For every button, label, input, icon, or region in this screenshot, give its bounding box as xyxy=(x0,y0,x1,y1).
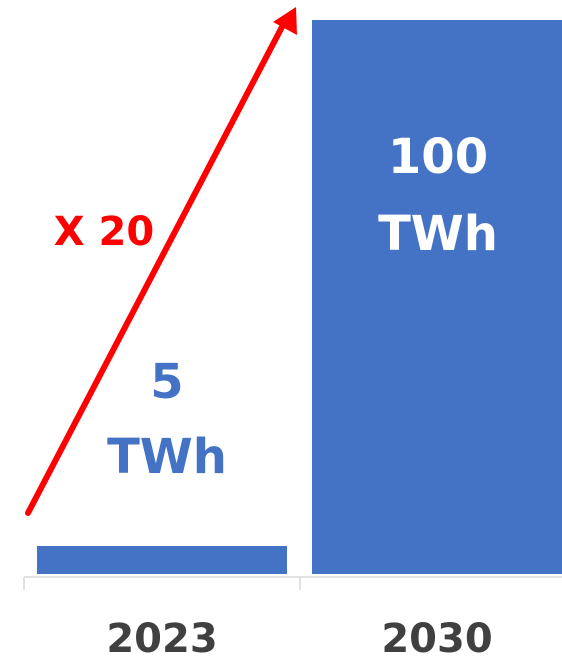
growth-multiplier-annotation: X 20 xyxy=(54,209,154,255)
x-tick-label-2030: 2030 xyxy=(381,616,492,659)
data-label-2030-unit: TWh xyxy=(378,206,498,262)
data-label-2023-value: 5 xyxy=(150,354,183,410)
data-label-2030-value: 100 xyxy=(388,129,488,185)
data-label-2023: 5 TWh xyxy=(107,354,227,485)
bar-2023 xyxy=(37,546,287,574)
growth-arrow xyxy=(25,7,297,516)
x-tick-label-2023: 2023 xyxy=(106,616,217,659)
growth-arrow-head-icon xyxy=(273,7,297,35)
data-label-2030: 100 TWh xyxy=(378,129,498,262)
bar-2030 xyxy=(312,20,562,574)
bars-layer xyxy=(37,20,562,574)
growth-arrow-shaft xyxy=(25,22,286,516)
data-label-2023-unit: TWh xyxy=(107,429,227,485)
